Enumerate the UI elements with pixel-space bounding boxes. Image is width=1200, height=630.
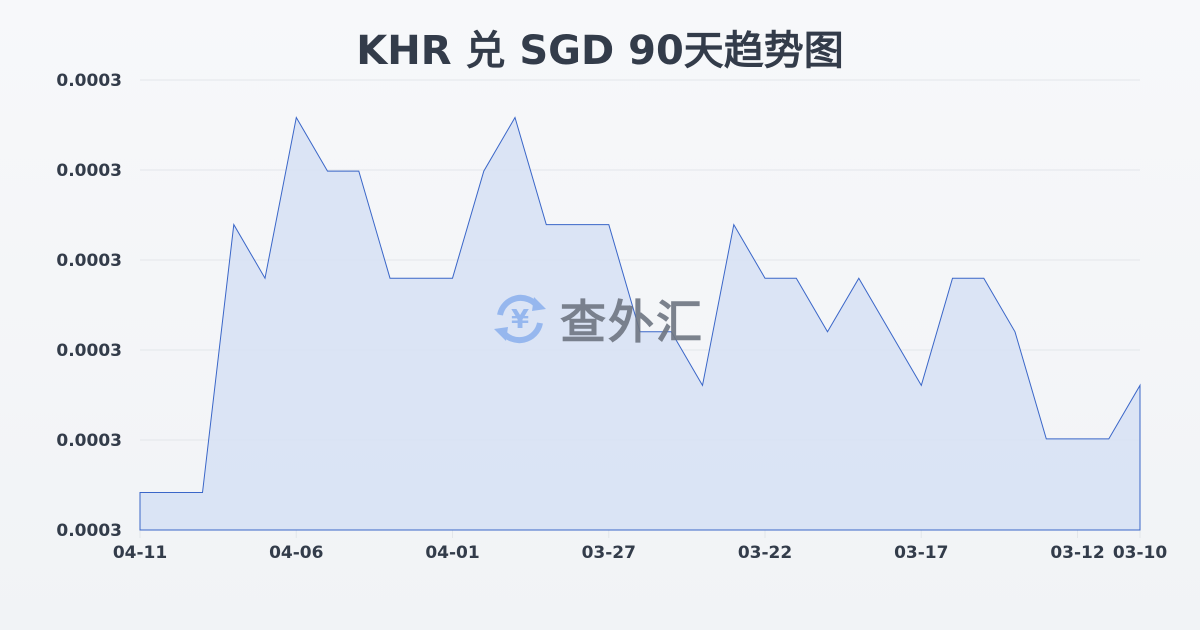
y-tick-label: 0.0003 <box>56 71 122 91</box>
x-tick-label: 03-27 <box>582 543 636 563</box>
watermark: ¥ 查外汇 <box>490 286 704 352</box>
x-tick-label: 03-22 <box>738 543 792 563</box>
yen-exchange-icon: ¥ <box>494 294 546 344</box>
svg-text:¥: ¥ <box>511 305 529 335</box>
chart-title: KHR 兑 SGD 90天趋势图 <box>356 28 844 74</box>
x-tick-label: 03-17 <box>894 543 948 563</box>
y-tick-label: 0.0003 <box>56 251 122 271</box>
area-series <box>139 116 1141 531</box>
x-tick-label: 04-11 <box>113 543 167 563</box>
x-tick-label: 03-12 <box>1050 543 1104 563</box>
watermark-text: 查外汇 <box>560 295 704 349</box>
y-tick-label: 0.0003 <box>56 521 122 541</box>
y-tick-label: 0.0003 <box>56 161 122 181</box>
y-tick-label: 0.0003 <box>56 341 122 361</box>
x-tick-label: 03-10 <box>1113 543 1168 563</box>
y-tick-label: 0.0003 <box>56 431 122 451</box>
x-tick-label: 04-01 <box>425 543 479 563</box>
x-tick-label: 04-06 <box>269 543 323 563</box>
